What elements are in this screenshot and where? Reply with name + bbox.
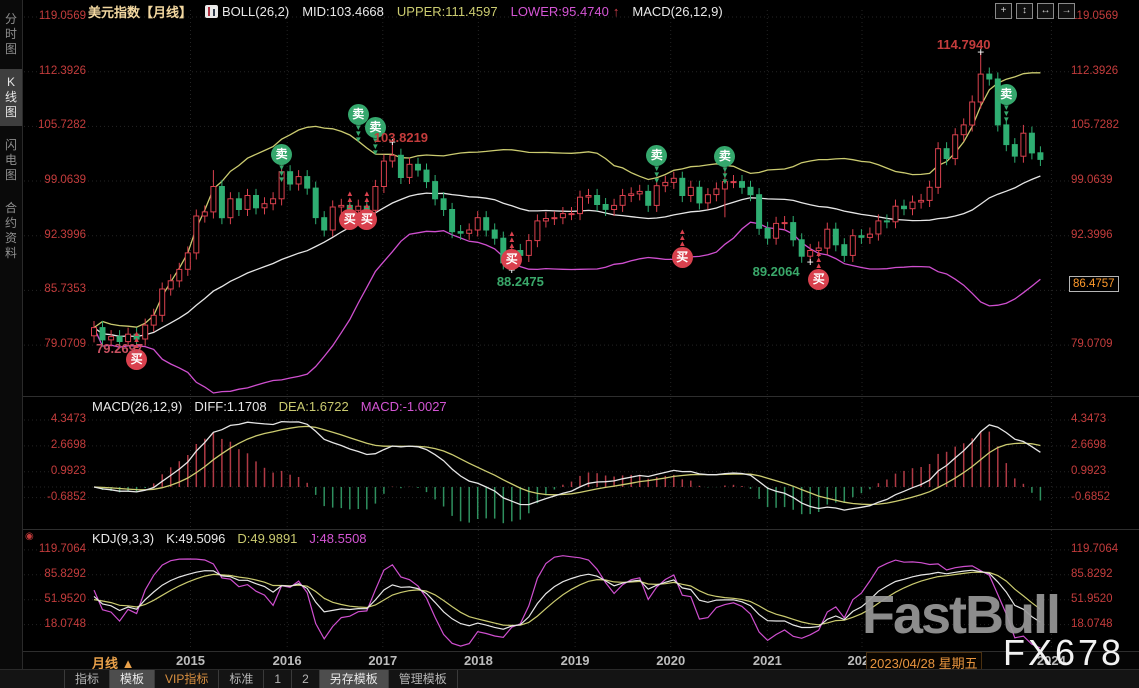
- main-axis-tick-right: 79.0709: [1071, 338, 1113, 351]
- bottom-toolbar: 指标 模板 VIP指标 标准 1 2 另存模板 管理模板: [0, 669, 1139, 688]
- kdj-k-value: K:49.5096: [166, 531, 226, 546]
- fit-vertical-icon[interactable]: ↕: [1016, 3, 1033, 19]
- tab-管理模板[interactable]: 管理模板: [389, 670, 458, 688]
- kdj-axis-tick-right: 85.8292: [1071, 567, 1113, 580]
- sidebar-item-K线图[interactable]: K线图: [0, 69, 22, 126]
- macd-panel-header: MACD(26,12,9) DIFF:1.1708 DEA:1.6722 MAC…: [92, 399, 447, 414]
- extremum-cross-icon: +: [977, 45, 984, 59]
- macd-axis-tick-left: 2.6698: [50, 438, 86, 451]
- exit-chart-icon[interactable]: →: [1058, 3, 1075, 19]
- up-arrow-icon: ↑: [612, 3, 620, 19]
- price-annotation: 79.2697: [96, 340, 144, 356]
- main-axis-tick-right: 112.3926: [1071, 64, 1119, 77]
- kdj-axis-tick-right: 51.9520: [1071, 592, 1113, 605]
- macd-axis-tick-right: 2.6698: [1071, 438, 1107, 451]
- year-label-2016: 2016: [272, 653, 302, 668]
- time-axis: [22, 651, 1139, 671]
- extremum-cross-icon: +: [389, 135, 396, 149]
- year-label-2015: 2015: [176, 653, 205, 668]
- year-label-2018: 2018: [463, 653, 493, 668]
- chart-toolbar-icons: + ↕ ↔ →: [995, 3, 1075, 19]
- main-axis-tick-left: 99.0639: [44, 174, 86, 187]
- kdj-panel-header: KDJ(9,3,3) K:49.5096 D:49.9891 J:48.5508: [92, 531, 367, 546]
- fit-horizontal-icon[interactable]: ↔: [1037, 3, 1054, 19]
- tab-2[interactable]: 2: [292, 670, 320, 688]
- macd-diff-value: DIFF:1.1708: [194, 399, 267, 414]
- macd-axis-tick-left: 4.3473: [50, 413, 86, 426]
- chart-type-sidebar: 分时图 K线图闪电图合约资料: [0, 0, 23, 688]
- macd-axis-tick-right: 4.3473: [1071, 413, 1107, 426]
- price-annotation: 89.2064: [752, 263, 800, 279]
- tab-1[interactable]: 1: [264, 670, 293, 688]
- price-annotation: 114.7940: [936, 37, 991, 53]
- price-annotation: 88.2475: [496, 273, 544, 289]
- macd-axis-tick-left: 0.9923: [50, 464, 86, 477]
- macd-bar-value: MACD:-1.0027: [360, 399, 447, 414]
- sidebar-item-合约资料[interactable]: 合约资料: [4, 201, 17, 260]
- price-annotation: 103.8219: [373, 130, 429, 146]
- sidebar-item-闪电图[interactable]: 闪电图: [4, 138, 17, 182]
- main-axis-tick-left: 92.3996: [44, 228, 86, 241]
- main-axis-tick-left: 119.0569: [38, 9, 86, 22]
- sidebar-item-分时图[interactable]: 分时图: [4, 12, 17, 56]
- year-label-2021: 2021: [752, 653, 782, 668]
- year-label-2017: 2017: [368, 653, 398, 668]
- main-axis-tick-right: 105.7282: [1071, 119, 1119, 132]
- chart-header: 美元指数【月线】 BOLL(26,2) MID:103.4668 UPPER:1…: [88, 2, 723, 20]
- macd-dea-value: DEA:1.6722: [278, 399, 349, 414]
- kdj-axis-tick-right: 119.7064: [1071, 542, 1119, 555]
- extremum-cross-icon: +: [807, 255, 814, 269]
- fastbull-watermark: FastBull: [862, 585, 1061, 645]
- year-label-2019: 2019: [560, 653, 590, 668]
- macd-axis-tick-right: -0.6852: [1071, 490, 1111, 503]
- pane-divider: [22, 529, 1139, 530]
- kdj-settings-icon[interactable]: ◉: [25, 531, 34, 542]
- boll-mid-value: MID:103.4668: [302, 3, 384, 19]
- main-axis-tick-right: 99.0639: [1071, 174, 1113, 187]
- price-badge: 86.4757: [1069, 276, 1119, 293]
- kdj-axis-tick-right: 18.0748: [1071, 617, 1113, 630]
- boll-label: BOLL(26,2): [222, 3, 290, 19]
- kdj-d-value: D:49.9891: [237, 531, 298, 546]
- pan-icon[interactable]: +: [995, 3, 1012, 19]
- year-label-2024: 2024: [1036, 653, 1066, 668]
- main-axis-tick-right: 92.3996: [1071, 228, 1113, 241]
- kline-icon: [205, 4, 219, 18]
- macd-title: MACD(26,12,9): [92, 399, 183, 414]
- year-label-2020: 2020: [656, 653, 686, 668]
- tab-VIP指标[interactable]: VIP指标: [155, 670, 220, 688]
- fx678-watermark: FX678: [1003, 632, 1125, 673]
- kdj-axis-tick-left: 85.8292: [44, 567, 86, 580]
- tab-指标[interactable]: 指标: [64, 670, 111, 688]
- main-axis-tick-left: 85.7353: [44, 283, 86, 296]
- macd-axis-tick-right: 0.9923: [1071, 464, 1107, 477]
- kdj-axis-tick-left: 51.9520: [44, 592, 86, 605]
- period-selector[interactable]: 月线 ▲: [92, 656, 135, 671]
- tab-模板[interactable]: 模板: [110, 670, 156, 688]
- tab-另存模板[interactable]: 另存模板: [319, 670, 389, 688]
- macd-axis-tick-left: -0.6852: [46, 490, 86, 503]
- main-axis-tick-left: 112.3926: [38, 64, 86, 77]
- kdj-axis-tick-left: 18.0748: [44, 617, 86, 630]
- macd-label: MACD(26,12,9): [632, 3, 723, 19]
- main-axis-tick-right: 119.0569: [1071, 9, 1119, 22]
- symbol-title: 美元指数【月线】: [88, 4, 193, 20]
- tab-标准[interactable]: 标准: [219, 670, 265, 688]
- kdj-title: KDJ(9,3,3): [92, 531, 155, 546]
- kdj-axis-tick-left: 119.7064: [38, 542, 86, 555]
- pane-divider: [22, 396, 1139, 397]
- main-axis-tick-left: 105.7282: [38, 119, 86, 132]
- boll-lower-value: LOWER:95.4740: [510, 3, 609, 19]
- extremum-cross-icon: +: [508, 263, 515, 277]
- boll-upper-value: UPPER:111.4597: [396, 3, 498, 19]
- main-axis-tick-left: 79.0709: [44, 338, 86, 351]
- kdj-j-value: J:48.5508: [309, 531, 367, 546]
